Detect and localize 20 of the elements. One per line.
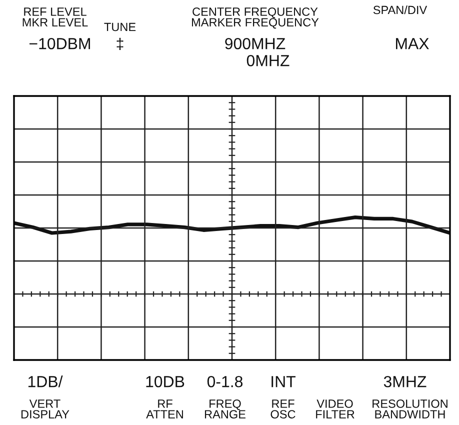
text: TUNE — [104, 22, 136, 32]
text: REF OSC — [270, 400, 296, 418]
text: 0-1.8 — [207, 376, 243, 388]
text: RESOLUTION BANDWIDTH — [372, 400, 448, 418]
text: 900MHZ — [225, 38, 286, 50]
text: 10DB — [146, 376, 184, 388]
text: 1DB/ — [28, 376, 63, 388]
text: REF LEVEL MKR LEVEL — [22, 8, 88, 26]
text: −10DBM — [29, 38, 90, 50]
text: FREQ RANGE — [204, 400, 246, 418]
text: MAX — [396, 38, 429, 50]
text: INT — [272, 376, 296, 388]
text: 0MHZ — [246, 54, 290, 66]
text: SPAN/DIV — [373, 6, 428, 14]
text: ‡ — [116, 38, 124, 50]
text: RF ATTEN — [146, 400, 183, 418]
text: VIDEO FILTER — [316, 400, 354, 418]
text: 3MHZ — [384, 376, 426, 388]
text: CENTER FREQUENCY MARKER FREQUENCY — [192, 8, 319, 29]
text: VERT DISPLAY — [21, 400, 70, 418]
